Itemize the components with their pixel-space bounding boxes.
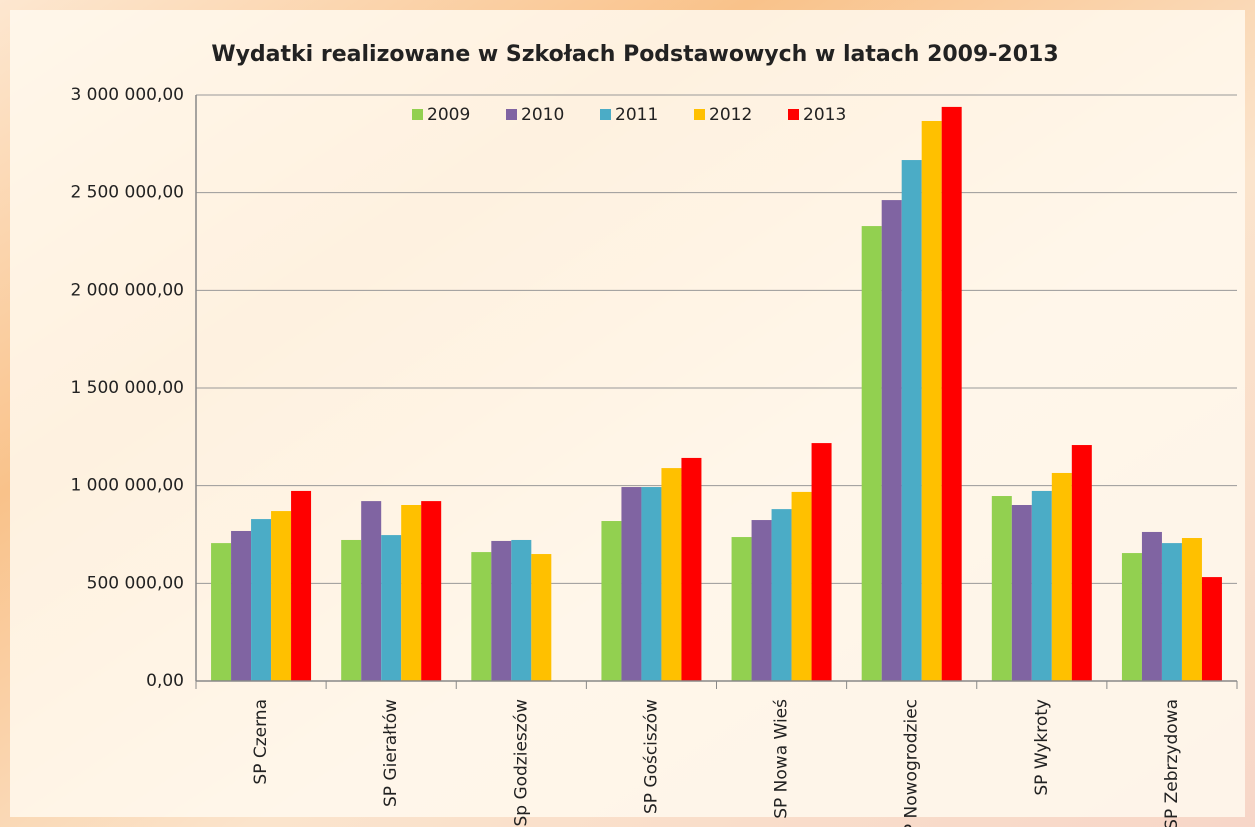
bar bbox=[641, 487, 662, 681]
bar bbox=[401, 505, 422, 681]
bar bbox=[661, 468, 682, 681]
bar bbox=[1201, 577, 1222, 681]
y-tick-label: 2 500 000,00 bbox=[70, 183, 184, 203]
y-tick-label: 3 000 000,00 bbox=[70, 85, 184, 105]
y-tick-label: 500 000,00 bbox=[87, 573, 184, 593]
bar bbox=[771, 509, 792, 681]
x-tick-label: SP Zebrzydowa bbox=[1162, 699, 1182, 827]
bar bbox=[1141, 531, 1162, 681]
bar bbox=[901, 160, 922, 681]
bar bbox=[1161, 543, 1182, 681]
bar bbox=[1031, 490, 1052, 681]
bar bbox=[381, 535, 402, 681]
bar bbox=[531, 554, 552, 681]
bar bbox=[1071, 445, 1092, 681]
bar bbox=[361, 501, 382, 681]
x-tick-label: SP Wykroty bbox=[1032, 699, 1052, 796]
bar bbox=[621, 487, 642, 681]
bar bbox=[791, 491, 812, 681]
x-tick-label: Sp Godzieszów bbox=[511, 699, 531, 827]
bar bbox=[491, 540, 512, 681]
bar bbox=[251, 519, 272, 681]
legend-label: 2012 bbox=[709, 105, 752, 125]
legend-swatch bbox=[412, 109, 423, 120]
legend-label: 2010 bbox=[521, 105, 564, 125]
bar bbox=[1051, 472, 1072, 681]
legend-swatch bbox=[506, 109, 517, 120]
bar bbox=[731, 537, 752, 681]
y-tick-label: 0,00 bbox=[146, 671, 184, 691]
bar bbox=[751, 520, 772, 681]
x-tick-label: SP Gierałtów bbox=[381, 699, 401, 807]
bar bbox=[511, 539, 532, 681]
chart-title: Wydatki realizowane w Szkołach Podstawow… bbox=[211, 42, 1058, 67]
bar bbox=[271, 511, 292, 681]
bar bbox=[231, 530, 252, 681]
legend-label: 2011 bbox=[615, 105, 658, 125]
bar bbox=[811, 443, 832, 681]
legend-label: 2009 bbox=[427, 105, 470, 125]
bar bbox=[341, 539, 362, 681]
x-tick-label: SP Nowogrodziec bbox=[902, 699, 922, 827]
legend-swatch bbox=[788, 109, 799, 120]
x-tick-label: SP Nowa Wieś bbox=[772, 699, 792, 819]
y-tick-label: 2 000 000,00 bbox=[70, 280, 184, 300]
bar bbox=[1181, 538, 1202, 681]
bar bbox=[991, 496, 1012, 681]
legend-label: 2013 bbox=[803, 105, 846, 125]
bar bbox=[211, 543, 232, 681]
legend-swatch bbox=[694, 109, 705, 120]
bar bbox=[291, 490, 312, 681]
bar bbox=[881, 200, 902, 681]
bar bbox=[681, 457, 702, 681]
chart-area bbox=[10, 10, 1245, 817]
bar bbox=[471, 552, 492, 681]
x-tick-label: SP Czerna bbox=[251, 699, 271, 785]
bar bbox=[421, 501, 442, 681]
y-tick-label: 1 000 000,00 bbox=[70, 476, 184, 496]
legend-swatch bbox=[600, 109, 611, 120]
bar bbox=[941, 106, 962, 681]
bar bbox=[861, 226, 882, 681]
y-tick-label: 1 500 000,00 bbox=[70, 378, 184, 398]
bar bbox=[921, 120, 942, 682]
bar bbox=[1121, 553, 1142, 681]
bar bbox=[601, 521, 622, 681]
x-tick-label: SP Gościszów bbox=[641, 699, 661, 814]
bar bbox=[1011, 505, 1032, 681]
